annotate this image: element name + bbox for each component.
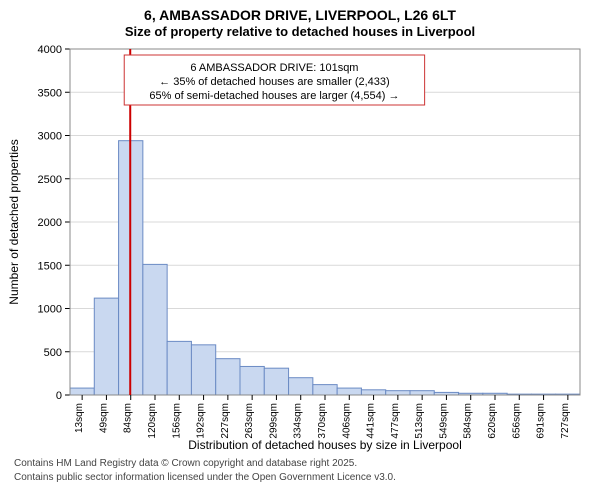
histogram-bar (361, 390, 385, 395)
svg-text:406sqm: 406sqm (341, 403, 352, 439)
svg-text:477sqm: 477sqm (390, 403, 401, 439)
svg-text:727sqm: 727sqm (560, 403, 571, 439)
y-axis-label: Number of detached properties (7, 139, 21, 304)
svg-text:84sqm: 84sqm (123, 403, 134, 433)
title-block: 6, AMBASSADOR DRIVE, LIVERPOOL, L26 6LT … (0, 0, 600, 41)
svg-text:263sqm: 263sqm (244, 403, 255, 439)
x-axis-label: Distribution of detached houses by size … (188, 438, 462, 452)
svg-text:1500: 1500 (38, 260, 62, 272)
svg-text:513sqm: 513sqm (414, 403, 425, 439)
histogram-bar (289, 378, 313, 395)
svg-text:656sqm: 656sqm (511, 403, 522, 439)
svg-text:227sqm: 227sqm (220, 403, 231, 439)
svg-text:620sqm: 620sqm (487, 403, 498, 439)
svg-text:691sqm: 691sqm (536, 403, 547, 439)
annotation-line: ← 35% of detached houses are smaller (2,… (159, 76, 390, 88)
attribution-block: Contains HM Land Registry data © Crown c… (0, 453, 600, 484)
svg-text:3500: 3500 (38, 87, 62, 99)
histogram-bar (94, 298, 118, 395)
svg-text:13sqm: 13sqm (74, 403, 85, 433)
svg-text:4000: 4000 (38, 44, 62, 56)
svg-text:500: 500 (44, 347, 62, 359)
histogram-bar (167, 341, 191, 395)
histogram-bar (386, 391, 410, 395)
svg-text:441sqm: 441sqm (366, 403, 377, 439)
attribution-line1: Contains HM Land Registry data © Crown c… (14, 457, 600, 471)
svg-text:120sqm: 120sqm (147, 403, 158, 439)
svg-text:192sqm: 192sqm (196, 403, 207, 439)
page-title-line2: Size of property relative to detached ho… (0, 24, 600, 41)
histogram-bar (143, 264, 167, 395)
svg-text:2500: 2500 (38, 174, 62, 186)
svg-text:584sqm: 584sqm (463, 403, 474, 439)
svg-text:370sqm: 370sqm (317, 403, 328, 439)
svg-text:156sqm: 156sqm (171, 403, 182, 439)
svg-text:549sqm: 549sqm (438, 403, 449, 439)
histogram-bar (240, 367, 264, 396)
svg-text:49sqm: 49sqm (98, 403, 109, 433)
histogram-bar (191, 345, 215, 395)
svg-text:299sqm: 299sqm (268, 403, 279, 439)
page-title-line1: 6, AMBASSADOR DRIVE, LIVERPOOL, L26 6LT (0, 0, 600, 24)
histogram-bar (70, 388, 94, 395)
svg-text:0: 0 (56, 390, 62, 402)
histogram-bar (264, 368, 288, 395)
svg-text:2000: 2000 (38, 217, 62, 229)
annotation-line: 65% of semi-detached houses are larger (… (149, 90, 399, 102)
histogram-bar (313, 385, 337, 395)
annotation-line: 6 AMBASSADOR DRIVE: 101sqm (190, 62, 358, 74)
attribution-line2: Contains public sector information licen… (14, 471, 600, 485)
svg-text:334sqm: 334sqm (293, 403, 304, 439)
histogram-bar (216, 359, 240, 395)
histogram-bar (337, 388, 361, 395)
chart-container: 0 500 1000 1500 2000 2500 3000 3500 4000 13sqm 49s… (0, 41, 600, 453)
histogram-chart: 0 500 1000 1500 2000 2500 3000 3500 4000 13sqm 49s… (0, 41, 600, 453)
svg-text:1000: 1000 (38, 304, 62, 316)
histogram-bar (410, 391, 434, 395)
svg-text:3000: 3000 (38, 131, 62, 143)
